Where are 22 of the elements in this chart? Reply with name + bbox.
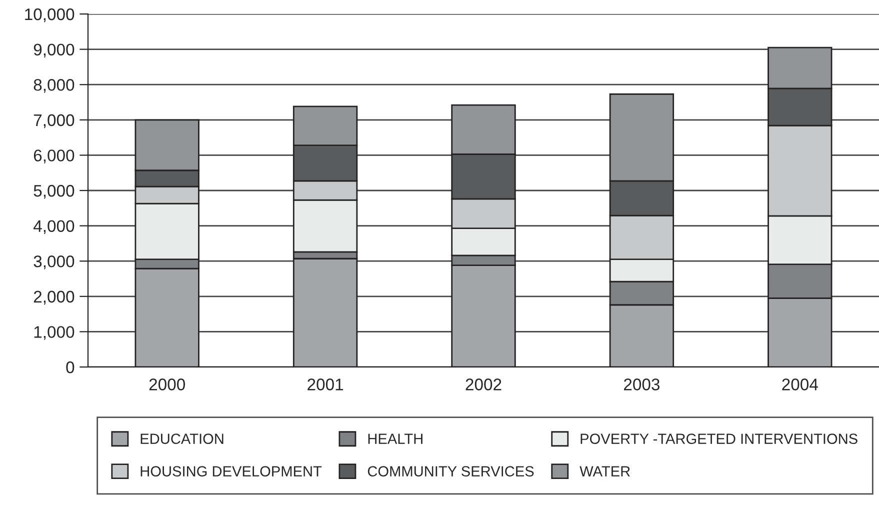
x-tick-label: 2002 xyxy=(466,378,502,390)
legend-label: HOUSING DEVELOPMENT xyxy=(140,466,322,476)
y-tick-label: 6,000 xyxy=(34,150,74,164)
legend-label: COMMUNITY SERVICES xyxy=(368,466,534,476)
x-tick-label: 2004 xyxy=(782,378,818,390)
legend-label: HEALTH xyxy=(368,434,422,444)
y-tick-label: 9,000 xyxy=(34,44,74,58)
x-tick-label: 2001 xyxy=(308,378,344,390)
y-tick-label: 10,000 xyxy=(25,8,74,22)
legend-label: EDUCATION xyxy=(140,434,224,444)
y-tick-label: 7,000 xyxy=(34,114,74,128)
y-tick-label: 3,000 xyxy=(34,256,74,270)
y-tick-label: 1,000 xyxy=(34,326,74,340)
y-tick-label: 0 xyxy=(66,361,74,374)
legend-label: WATER xyxy=(580,466,630,476)
x-tick-label: 2000 xyxy=(149,378,185,390)
legend-label: POVERTY -TARGETED INTERVENTIONS xyxy=(580,434,858,444)
y-tick-label: 2,000 xyxy=(34,290,74,305)
y-tick-label: 8,000 xyxy=(34,79,74,93)
x-tick-label: 2003 xyxy=(624,378,660,390)
y-tick-label: 4,000 xyxy=(33,220,74,234)
y-tick-label: 5,000 xyxy=(34,184,74,199)
